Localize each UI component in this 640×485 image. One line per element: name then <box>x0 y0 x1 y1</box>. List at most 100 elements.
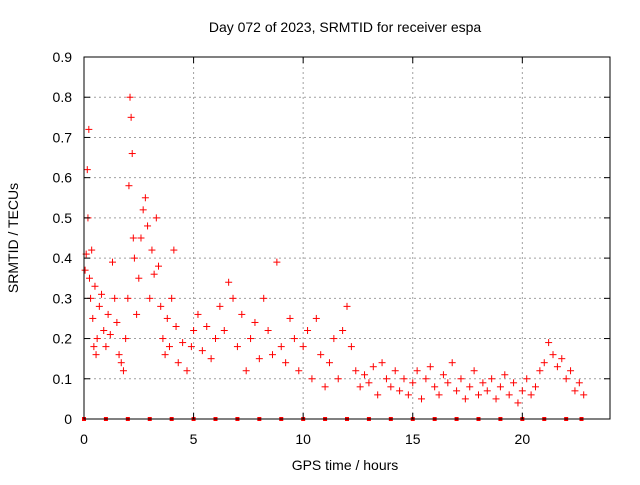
data-point <box>128 150 136 158</box>
data-point <box>466 383 474 391</box>
x-tick-label: 0 <box>80 431 88 447</box>
data-point <box>347 343 355 351</box>
y-axis-label: SRMTID / TECUs <box>5 183 21 293</box>
y-tick-label: 0.4 <box>53 250 73 266</box>
data-point <box>518 387 526 395</box>
data-point <box>475 391 482 399</box>
data-point <box>396 387 404 395</box>
data-point <box>157 302 165 310</box>
data-point <box>343 302 351 310</box>
data-point <box>168 294 176 302</box>
data-point <box>365 379 373 387</box>
data-point <box>505 391 513 399</box>
data-point <box>88 246 96 254</box>
y-tick-label: 0.1 <box>53 371 73 387</box>
data-point <box>93 335 101 343</box>
data-point <box>198 347 206 355</box>
data-point <box>571 387 579 395</box>
data-point <box>111 294 119 302</box>
data-point <box>422 375 430 383</box>
data-point <box>127 113 135 121</box>
data-point <box>85 125 93 133</box>
data-point <box>148 246 156 254</box>
data-point <box>479 379 487 387</box>
data-point <box>286 314 294 322</box>
data-point <box>126 93 134 101</box>
data-point <box>277 343 285 351</box>
data-point <box>531 383 539 391</box>
data-point <box>553 363 561 371</box>
data-point <box>382 375 390 383</box>
x-axis-label: GPS time / hours <box>292 457 399 473</box>
data-point <box>255 355 263 363</box>
data-point <box>122 335 130 343</box>
data-point <box>339 327 347 335</box>
data-point <box>580 391 588 399</box>
data-point <box>159 335 167 343</box>
x-tick-label: 5 <box>190 431 198 447</box>
plot-frame <box>83 56 611 420</box>
data-point <box>461 395 469 403</box>
data-point <box>152 214 160 222</box>
data-point <box>260 294 268 302</box>
data-point <box>510 379 518 387</box>
data-point <box>137 234 145 242</box>
data-point <box>135 274 143 282</box>
data-point <box>304 327 312 335</box>
data-point <box>540 359 548 367</box>
data-point <box>150 270 158 278</box>
data-point <box>92 351 100 359</box>
data-point <box>374 391 382 399</box>
data-point <box>400 375 408 383</box>
data-point <box>130 254 138 262</box>
y-tick-label: 0.9 <box>53 49 73 65</box>
data-point <box>106 331 114 339</box>
data-point <box>83 166 91 174</box>
data-point <box>108 258 116 266</box>
data-point <box>95 302 103 310</box>
data-point <box>242 367 250 375</box>
y-tick-label: 0.5 <box>53 210 73 226</box>
data-point <box>321 383 329 391</box>
data-point <box>545 339 553 347</box>
data-point <box>190 327 198 335</box>
y-tick-label: 0.6 <box>53 170 73 186</box>
data-point <box>575 379 583 387</box>
data-point <box>115 351 123 359</box>
data-point <box>290 335 298 343</box>
data-point <box>225 278 233 286</box>
data-point <box>125 182 133 190</box>
data-point <box>161 351 169 359</box>
chart-title: Day 072 of 2023, SRMTID for receiver esp… <box>209 19 482 35</box>
data-point <box>85 274 93 282</box>
data-point <box>165 343 173 351</box>
x-tick-label: 10 <box>295 431 311 447</box>
data-point <box>501 371 509 379</box>
data-point <box>312 314 320 322</box>
data-point <box>404 391 412 399</box>
y-tick-label: 0.8 <box>53 89 73 105</box>
data-point <box>194 310 202 318</box>
x-tick-label: 20 <box>515 431 531 447</box>
data-point <box>207 355 215 363</box>
data-point <box>104 310 112 318</box>
data-point <box>496 383 504 391</box>
data-point <box>558 355 566 363</box>
data-point <box>549 351 557 359</box>
y-tick-label: 0 <box>64 411 72 427</box>
data-point <box>141 194 149 202</box>
data-point <box>413 367 421 375</box>
data-point <box>233 343 241 351</box>
grid <box>84 57 610 419</box>
data-point <box>139 206 147 214</box>
data-point <box>352 367 360 375</box>
data-point <box>146 294 154 302</box>
data-point <box>102 343 110 351</box>
data-point <box>391 367 399 375</box>
data-point <box>435 391 443 399</box>
data-point <box>295 367 303 375</box>
data-point <box>470 367 478 375</box>
data-point <box>488 375 496 383</box>
data-point <box>356 383 364 391</box>
